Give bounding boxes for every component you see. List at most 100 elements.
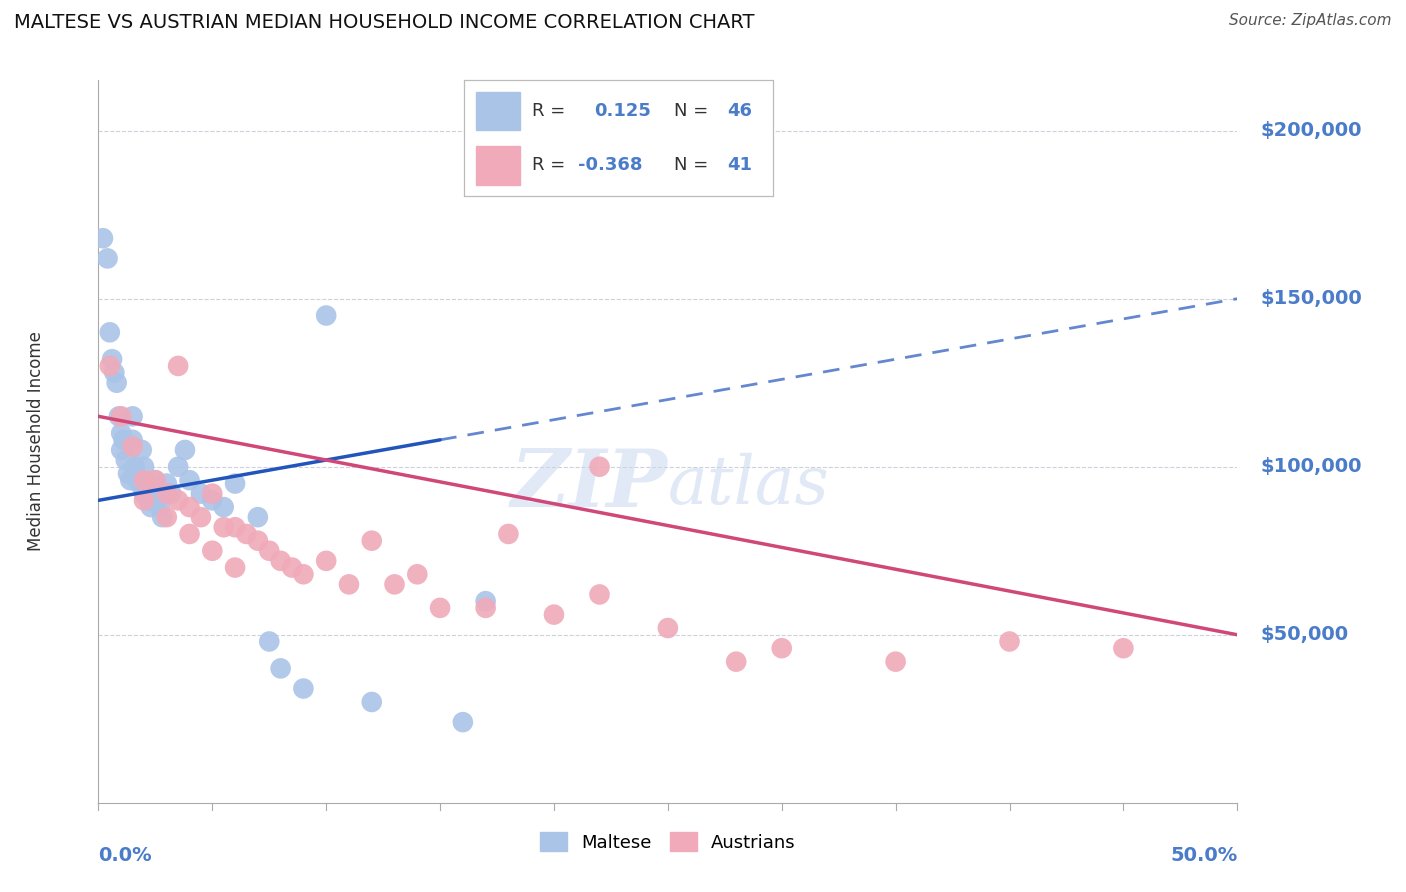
Point [156, 476, 179, 491]
Point [543, 607, 565, 622]
Point [179, 500, 201, 514]
Point [246, 510, 269, 524]
Text: R =: R = [531, 102, 576, 120]
Point [884, 655, 907, 669]
Point [101, 352, 124, 367]
Point [110, 442, 132, 457]
Point [588, 587, 610, 601]
Point [105, 376, 128, 390]
Point [139, 500, 162, 514]
Point [259, 543, 281, 558]
Point [110, 426, 132, 441]
Point [135, 476, 157, 491]
Point [98, 359, 121, 373]
Point [429, 600, 451, 615]
Text: Source: ZipAtlas.com: Source: ZipAtlas.com [1229, 13, 1392, 29]
Point [657, 621, 679, 635]
Point [246, 533, 269, 548]
Point [131, 442, 153, 457]
Point [145, 473, 167, 487]
Point [270, 554, 292, 568]
Text: N =: N = [675, 156, 714, 174]
Point [201, 493, 224, 508]
Text: 41: 41 [727, 156, 752, 174]
Point [212, 500, 235, 514]
Text: -0.368: -0.368 [578, 156, 643, 174]
Point [108, 409, 131, 424]
Point [498, 527, 520, 541]
Point [114, 453, 136, 467]
Point [145, 473, 167, 487]
Point [96, 252, 118, 266]
Text: $100,000: $100,000 [1260, 458, 1361, 476]
Point [160, 486, 183, 500]
Point [315, 309, 337, 323]
Point [150, 510, 173, 524]
Point [201, 486, 224, 500]
Point [270, 661, 292, 675]
Point [103, 366, 125, 380]
Point [167, 459, 190, 474]
Point [110, 409, 132, 424]
Text: N =: N = [675, 102, 714, 120]
Point [190, 486, 212, 500]
Point [117, 467, 139, 481]
Point [121, 440, 143, 454]
Text: 0.125: 0.125 [593, 102, 651, 120]
Text: R =: R = [531, 156, 571, 174]
Point [451, 715, 474, 730]
Point [132, 486, 155, 500]
Text: 0.0%: 0.0% [98, 847, 152, 865]
Point [121, 433, 143, 447]
Point [384, 577, 406, 591]
Point [174, 442, 197, 457]
Point [406, 567, 429, 582]
Point [132, 459, 155, 474]
Point [201, 543, 224, 558]
Point [124, 459, 146, 474]
Point [360, 533, 382, 548]
Point [149, 500, 172, 514]
Text: 50.0%: 50.0% [1170, 847, 1237, 865]
Point [132, 473, 155, 487]
Point [224, 520, 246, 534]
Point [179, 473, 201, 487]
Point [235, 527, 257, 541]
Text: atlas: atlas [668, 452, 830, 517]
Point [292, 681, 315, 696]
Point [292, 567, 315, 582]
Legend: Maltese, Austrians: Maltese, Austrians [533, 825, 803, 859]
Point [1112, 641, 1135, 656]
Point [132, 493, 155, 508]
Point [128, 476, 150, 491]
Point [138, 493, 160, 508]
Point [315, 554, 337, 568]
Point [120, 473, 142, 487]
Bar [477, 146, 520, 185]
Point [998, 634, 1021, 648]
Point [91, 231, 114, 245]
Point [142, 486, 165, 500]
Point [146, 493, 169, 508]
Point [281, 560, 304, 574]
Bar [477, 92, 520, 130]
Point [224, 476, 246, 491]
Point [588, 459, 610, 474]
Point [224, 560, 246, 574]
Text: Median Household Income: Median Household Income [27, 332, 45, 551]
Point [259, 634, 281, 648]
Point [179, 527, 201, 541]
Point [474, 600, 496, 615]
Text: MALTESE VS AUSTRIAN MEDIAN HOUSEHOLD INCOME CORRELATION CHART: MALTESE VS AUSTRIAN MEDIAN HOUSEHOLD INC… [14, 13, 755, 32]
Point [121, 409, 143, 424]
Text: $150,000: $150,000 [1260, 289, 1362, 309]
Point [725, 655, 748, 669]
Point [98, 326, 121, 340]
Point [127, 473, 149, 487]
Point [156, 486, 179, 500]
Point [190, 510, 212, 524]
Point [337, 577, 360, 591]
Point [167, 493, 190, 508]
Text: $50,000: $50,000 [1260, 625, 1348, 644]
Text: 46: 46 [727, 102, 752, 120]
